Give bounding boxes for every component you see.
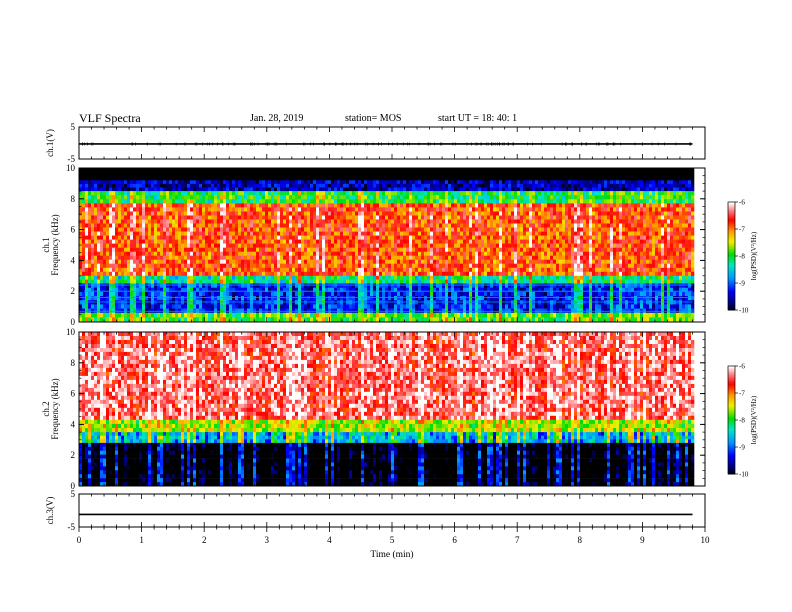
ch1-ytick-bottom: -5 bbox=[68, 154, 76, 164]
ch2-colorbar bbox=[727, 365, 738, 475]
ch3-ytick-bottom: -5 bbox=[68, 522, 76, 532]
x-tick-label: 5 bbox=[390, 535, 395, 545]
x-tick-label: 2 bbox=[202, 535, 207, 545]
ch1-spectrogram-ylabel-channel: ch.1 bbox=[41, 237, 51, 252]
x-tick-label: 7 bbox=[515, 535, 520, 545]
ch2-colorbar-tick: -6 bbox=[739, 363, 745, 371]
ch2-colorbar-tick: -10 bbox=[739, 471, 749, 479]
ch1-ytick-label: 6 bbox=[71, 225, 76, 235]
x-tick-label: 3 bbox=[265, 535, 270, 545]
ch2-ytick-label: 8 bbox=[71, 358, 76, 368]
ch2-colorbar-label: log(PSD)(V²/Hz) bbox=[750, 395, 758, 444]
ch1-ytick-label: 8 bbox=[71, 194, 76, 204]
ch1-colorbar-tick: -6 bbox=[739, 199, 745, 207]
station-label: station= MOS bbox=[345, 113, 402, 124]
ch2-colorbar-tick: -7 bbox=[739, 390, 745, 398]
ch2-ytick-label: 10 bbox=[66, 327, 76, 337]
plot-title: VLF Spectra bbox=[79, 111, 141, 125]
start-time-label: start UT = 18: 40: 1 bbox=[438, 113, 518, 124]
ch1-colorbar-label: log(PSD)(V²/Hz) bbox=[750, 231, 758, 280]
ch1-colorbar-tick: -9 bbox=[739, 280, 745, 288]
ch1-ytick-label: 2 bbox=[71, 286, 76, 296]
x-tick-label: 9 bbox=[640, 535, 645, 545]
ch2-ytick-label: 0 bbox=[71, 481, 76, 491]
ch1-ytick-label: 0 bbox=[71, 317, 76, 327]
x-axis-label: Time (min) bbox=[370, 549, 413, 560]
x-tick-label: 10 bbox=[701, 535, 711, 545]
ch3-ytick-top: 5 bbox=[71, 489, 76, 499]
ch1-ylabel: ch.1(V) bbox=[45, 129, 55, 157]
ch1-ytick-label: 4 bbox=[71, 255, 76, 265]
ch1-spectrogram-ylabel: Frequency (kHz) bbox=[50, 214, 60, 275]
ch1-ytick-label: 10 bbox=[66, 163, 76, 173]
ch1-colorbar-tick: -10 bbox=[739, 307, 749, 315]
ch1-colorbar bbox=[727, 201, 738, 311]
ch2-ytick-label: 6 bbox=[71, 389, 76, 399]
x-tick-label: 8 bbox=[578, 535, 583, 545]
ch2-spectrogram-image bbox=[79, 332, 695, 487]
ch1-colorbar-tick: -7 bbox=[739, 226, 745, 234]
ch2-colorbar-tick: -8 bbox=[739, 417, 745, 425]
x-tick-label: 1 bbox=[139, 535, 144, 545]
x-tick-label: 4 bbox=[327, 535, 332, 545]
date-label: Jan. 28, 2019 bbox=[250, 113, 304, 124]
ch1-ytick-top: 5 bbox=[71, 122, 76, 132]
ch2-spectrogram-ylabel: Frequency (kHz) bbox=[50, 378, 60, 439]
x-tick-label: 0 bbox=[77, 535, 82, 545]
ch2-spectrogram-ylabel-channel: ch.2 bbox=[41, 401, 51, 416]
ch2-colorbar-tick: -9 bbox=[739, 444, 745, 452]
ch2-ytick-label: 4 bbox=[71, 419, 76, 429]
ch2-ytick-label: 2 bbox=[71, 450, 76, 460]
ch1-colorbar-tick: -8 bbox=[739, 253, 745, 261]
ch3-ylabel: ch.3(V) bbox=[45, 497, 55, 525]
x-tick-label: 6 bbox=[452, 535, 457, 545]
ch1-spectrogram-image bbox=[79, 168, 695, 323]
